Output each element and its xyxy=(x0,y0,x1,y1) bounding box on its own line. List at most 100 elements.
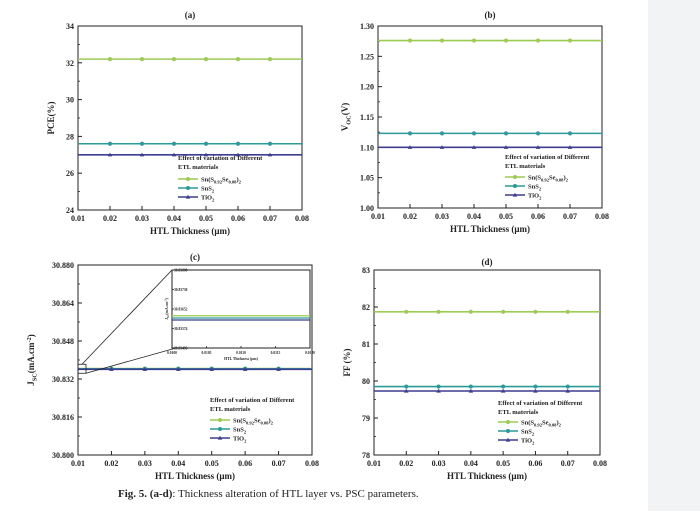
zoom-connector-bottom xyxy=(85,347,177,374)
inset-y-tick-label: 30.83652 xyxy=(174,308,188,312)
data-point-b-tio2 xyxy=(407,145,413,149)
legend-label-d-sn-part: 0.92 xyxy=(534,422,543,427)
legend-label-d-sns2: SnS2 xyxy=(521,429,535,437)
inset-x-tick-label: 0.0115 xyxy=(271,351,281,355)
data-point-b-sns2 xyxy=(471,131,477,136)
inset-x-tick-label: 0.0100 xyxy=(167,351,177,355)
data-point-b-tio2 xyxy=(503,145,509,149)
legend-label-c-tio2-part: 2 xyxy=(244,438,247,443)
y-axis-label-a: PCE(%) xyxy=(46,102,56,135)
data-point-d-sn xyxy=(565,309,570,314)
legend-label-b-sn-part: 0.92 xyxy=(541,177,550,182)
legend-label-c-sns2-part: 2 xyxy=(244,429,247,434)
data-point-b-sns2 xyxy=(439,131,445,136)
legend-label-b-sn-part: ) xyxy=(563,175,565,182)
data-point-b-sns2 xyxy=(567,131,573,136)
legend-label-a-sn-part: 0.92 xyxy=(214,179,223,184)
legend-title-line1-d: Effect of variation of Different xyxy=(498,400,583,407)
data-point-a-tio2 xyxy=(235,152,241,157)
legend-marker-d-sns2 xyxy=(506,429,510,433)
inset-y-tick-label: 30.83574 xyxy=(174,327,188,331)
data-point-d-tio2 xyxy=(468,388,474,393)
legend-marker-a-tio2 xyxy=(185,194,191,199)
data-point-b-sns2 xyxy=(503,131,509,136)
legend-label-a-sn-part: ) xyxy=(236,177,238,184)
x-axis-label-c: HTL Thickness (μm) xyxy=(155,471,235,481)
inset-x-tick-label: 0.0110 xyxy=(236,351,246,355)
data-point-d-sns2 xyxy=(501,384,506,389)
inset-chart: 0.0100 0.0105 0.0110 0.0115 0.0120 30.83496 30… xyxy=(77,269,315,374)
legend-label-a-sn-part: 0.08 xyxy=(228,179,237,184)
y-tick-label-c: 30.800 xyxy=(52,451,74,460)
y-axis-label-b-part: (V) xyxy=(340,103,350,116)
legend-label-b-sn-part: 0.08 xyxy=(555,177,564,182)
legend-marker-b-sn xyxy=(513,175,517,179)
x-tick-label-c: 0.06 xyxy=(238,459,252,468)
data-point-d-sns2 xyxy=(436,384,441,389)
legend-label-a-sns2: SnS2 xyxy=(201,186,215,194)
x-tick-label-d: 0.07 xyxy=(561,459,575,468)
legend-label-c-sns2: SnS2 xyxy=(233,427,247,435)
y-axis-label-b-part: OC xyxy=(346,115,353,125)
data-point-d-sns2 xyxy=(565,384,570,389)
legend-label-d-sn-part: ) xyxy=(556,420,558,427)
legend-label-d-sn-part: 2 xyxy=(559,422,562,427)
legend-label-a-sn-part: 2 xyxy=(239,179,242,184)
side-panel xyxy=(648,0,700,511)
data-point-c-tio2 xyxy=(276,367,281,371)
inset-y-axis-label-part: J xyxy=(165,318,169,320)
inset-x-tick-label: 0.0120 xyxy=(305,351,315,355)
inset-y-axis-label-part: SC xyxy=(167,314,170,317)
legend-title-line2-a: ETL materials xyxy=(178,164,219,171)
data-point-d-tio2 xyxy=(403,388,409,393)
legend-label-b-sn-part: Sn(S xyxy=(528,175,541,182)
figure-caption: Fig. 5. (a-d): Thickness alteration of H… xyxy=(118,488,419,500)
data-point-b-sn xyxy=(407,38,413,43)
y-tick-label-a: 24 xyxy=(66,206,74,215)
legend-label-a-sn-part: Se xyxy=(222,177,229,184)
legend-title-line1-b: Effect of variation of Different xyxy=(505,154,590,161)
data-point-c-tio2 xyxy=(242,367,248,371)
legend-label-a-sns2-part: SnS xyxy=(201,186,212,193)
data-point-d-sn xyxy=(501,309,506,314)
x-tick-label-a: 0.01 xyxy=(71,214,85,223)
x-tick-label-b: 0.04 xyxy=(467,212,481,221)
x-axis-label-b: HTL Thickness (μm) xyxy=(450,224,530,234)
legend-label-b-tio2: TiO2 xyxy=(528,193,542,201)
inset-frame xyxy=(171,269,311,349)
data-point-a-sns2 xyxy=(139,141,145,146)
x-tick-label-c: 0.08 xyxy=(305,459,319,468)
data-point-d-sn xyxy=(533,309,538,314)
legend-label-c-tio2-part: TiO xyxy=(233,436,244,443)
legend-title-line1-a: Effect of variation of Different xyxy=(178,155,263,162)
y-tick-label-c: 30.816 xyxy=(52,413,74,422)
data-point-b-sn xyxy=(535,38,541,43)
y-axis-label-b-part: V xyxy=(340,124,350,131)
legend-marker-a-sns2 xyxy=(186,186,190,190)
plot-frame-b xyxy=(377,25,603,209)
legend-label-c-sn-part: Sn(S xyxy=(233,418,246,425)
data-point-a-sns2 xyxy=(203,141,209,146)
legend-label-b-sns2-part: 2 xyxy=(539,186,542,191)
y-tick-label-d: 81 xyxy=(362,340,370,349)
x-tick-label-d: 0.05 xyxy=(496,459,510,468)
data-point-a-sn xyxy=(235,57,241,62)
x-tick-label-d: 0.04 xyxy=(464,459,478,468)
y-tick-label-a: 26 xyxy=(66,169,74,178)
inset-y-axis-label: JSC(mA.cm-2) xyxy=(165,297,170,320)
x-tick-label-d: 0.02 xyxy=(399,459,413,468)
legend-label-b-sn-part: 2 xyxy=(566,177,569,182)
legend-marker-c-tio2 xyxy=(217,435,223,440)
y-tick-label-a: 28 xyxy=(66,132,74,141)
data-point-a-tio2 xyxy=(107,152,113,157)
y-tick-label-b: 1.00 xyxy=(360,204,374,213)
data-point-d-sns2 xyxy=(404,384,409,389)
legend-label-d-sn-part: Se xyxy=(542,420,549,427)
legend-label-b-tio2-part: TiO xyxy=(528,193,539,200)
x-tick-label-d: 0.06 xyxy=(528,459,542,468)
chart-figure-svg: 0.01 0.02 0.03 0.04 0.05 0.06 0.07 0.08 24 26 28 30… xyxy=(26,10,609,481)
data-point-d-sns2 xyxy=(468,384,473,389)
data-point-a-sns2 xyxy=(267,141,273,146)
data-point-a-sn xyxy=(267,57,273,62)
x-tick-label-c: 0.03 xyxy=(138,459,152,468)
